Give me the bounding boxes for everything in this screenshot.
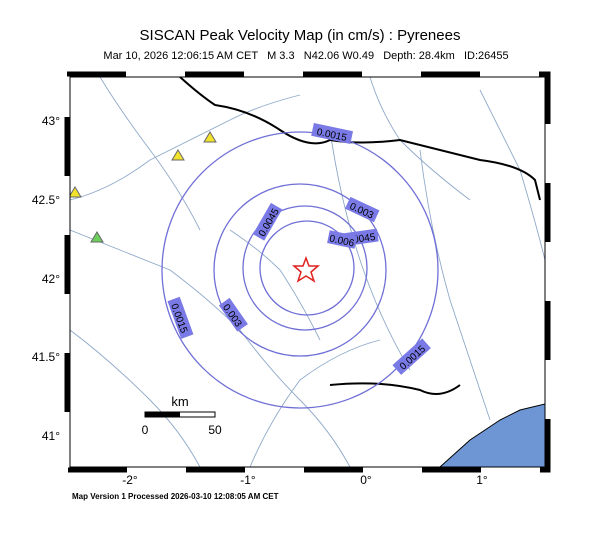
y-tick-label: 41° [42,429,60,443]
x-tick-label: 0° [360,473,372,487]
coast [329,382,461,395]
station [171,149,185,161]
station [203,131,217,143]
scale-label: 0 [142,423,149,437]
map-frame-ticks [64,71,551,473]
y-tick-label: 42° [42,272,60,286]
map-frame [69,76,546,468]
epicenter [291,255,321,283]
contour [161,131,439,409]
subtitle: Mar 10, 2026 12:06:15 AM CET M 3.3 N42.0… [103,50,508,62]
x-tick-label: 1° [476,473,488,487]
y-tick-label: 43° [42,114,60,128]
scale-bar: km 0 50 [142,394,222,437]
x-tick-label: -2° [122,473,138,487]
border [179,77,541,201]
sea [439,403,545,467]
contour-label: 0.006 [328,233,355,249]
station [70,186,82,198]
x-tick-label: -1° [240,473,256,487]
station [90,231,104,243]
contour [242,205,368,331]
footer: Map Version 1 Processed 2026-03-10 12:08… [72,492,279,501]
title: SISCAN Peak Velocity Map (in cm/s) : Pyr… [140,27,461,44]
y-tick-label: 41.5° [32,350,60,364]
y-tick-label: 42.5° [32,193,60,207]
scale-label: 50 [208,423,222,437]
scale-unit: km [171,394,188,409]
axis-labels: -2° -1° 0° 1° 43° 42.5° 42° 41.5° 41° [32,114,488,487]
contour [259,220,355,316]
contour [213,183,387,357]
map-area: 0.0015 0.003 0.0045 0.006 0.0045 0.003 0… [70,77,545,467]
